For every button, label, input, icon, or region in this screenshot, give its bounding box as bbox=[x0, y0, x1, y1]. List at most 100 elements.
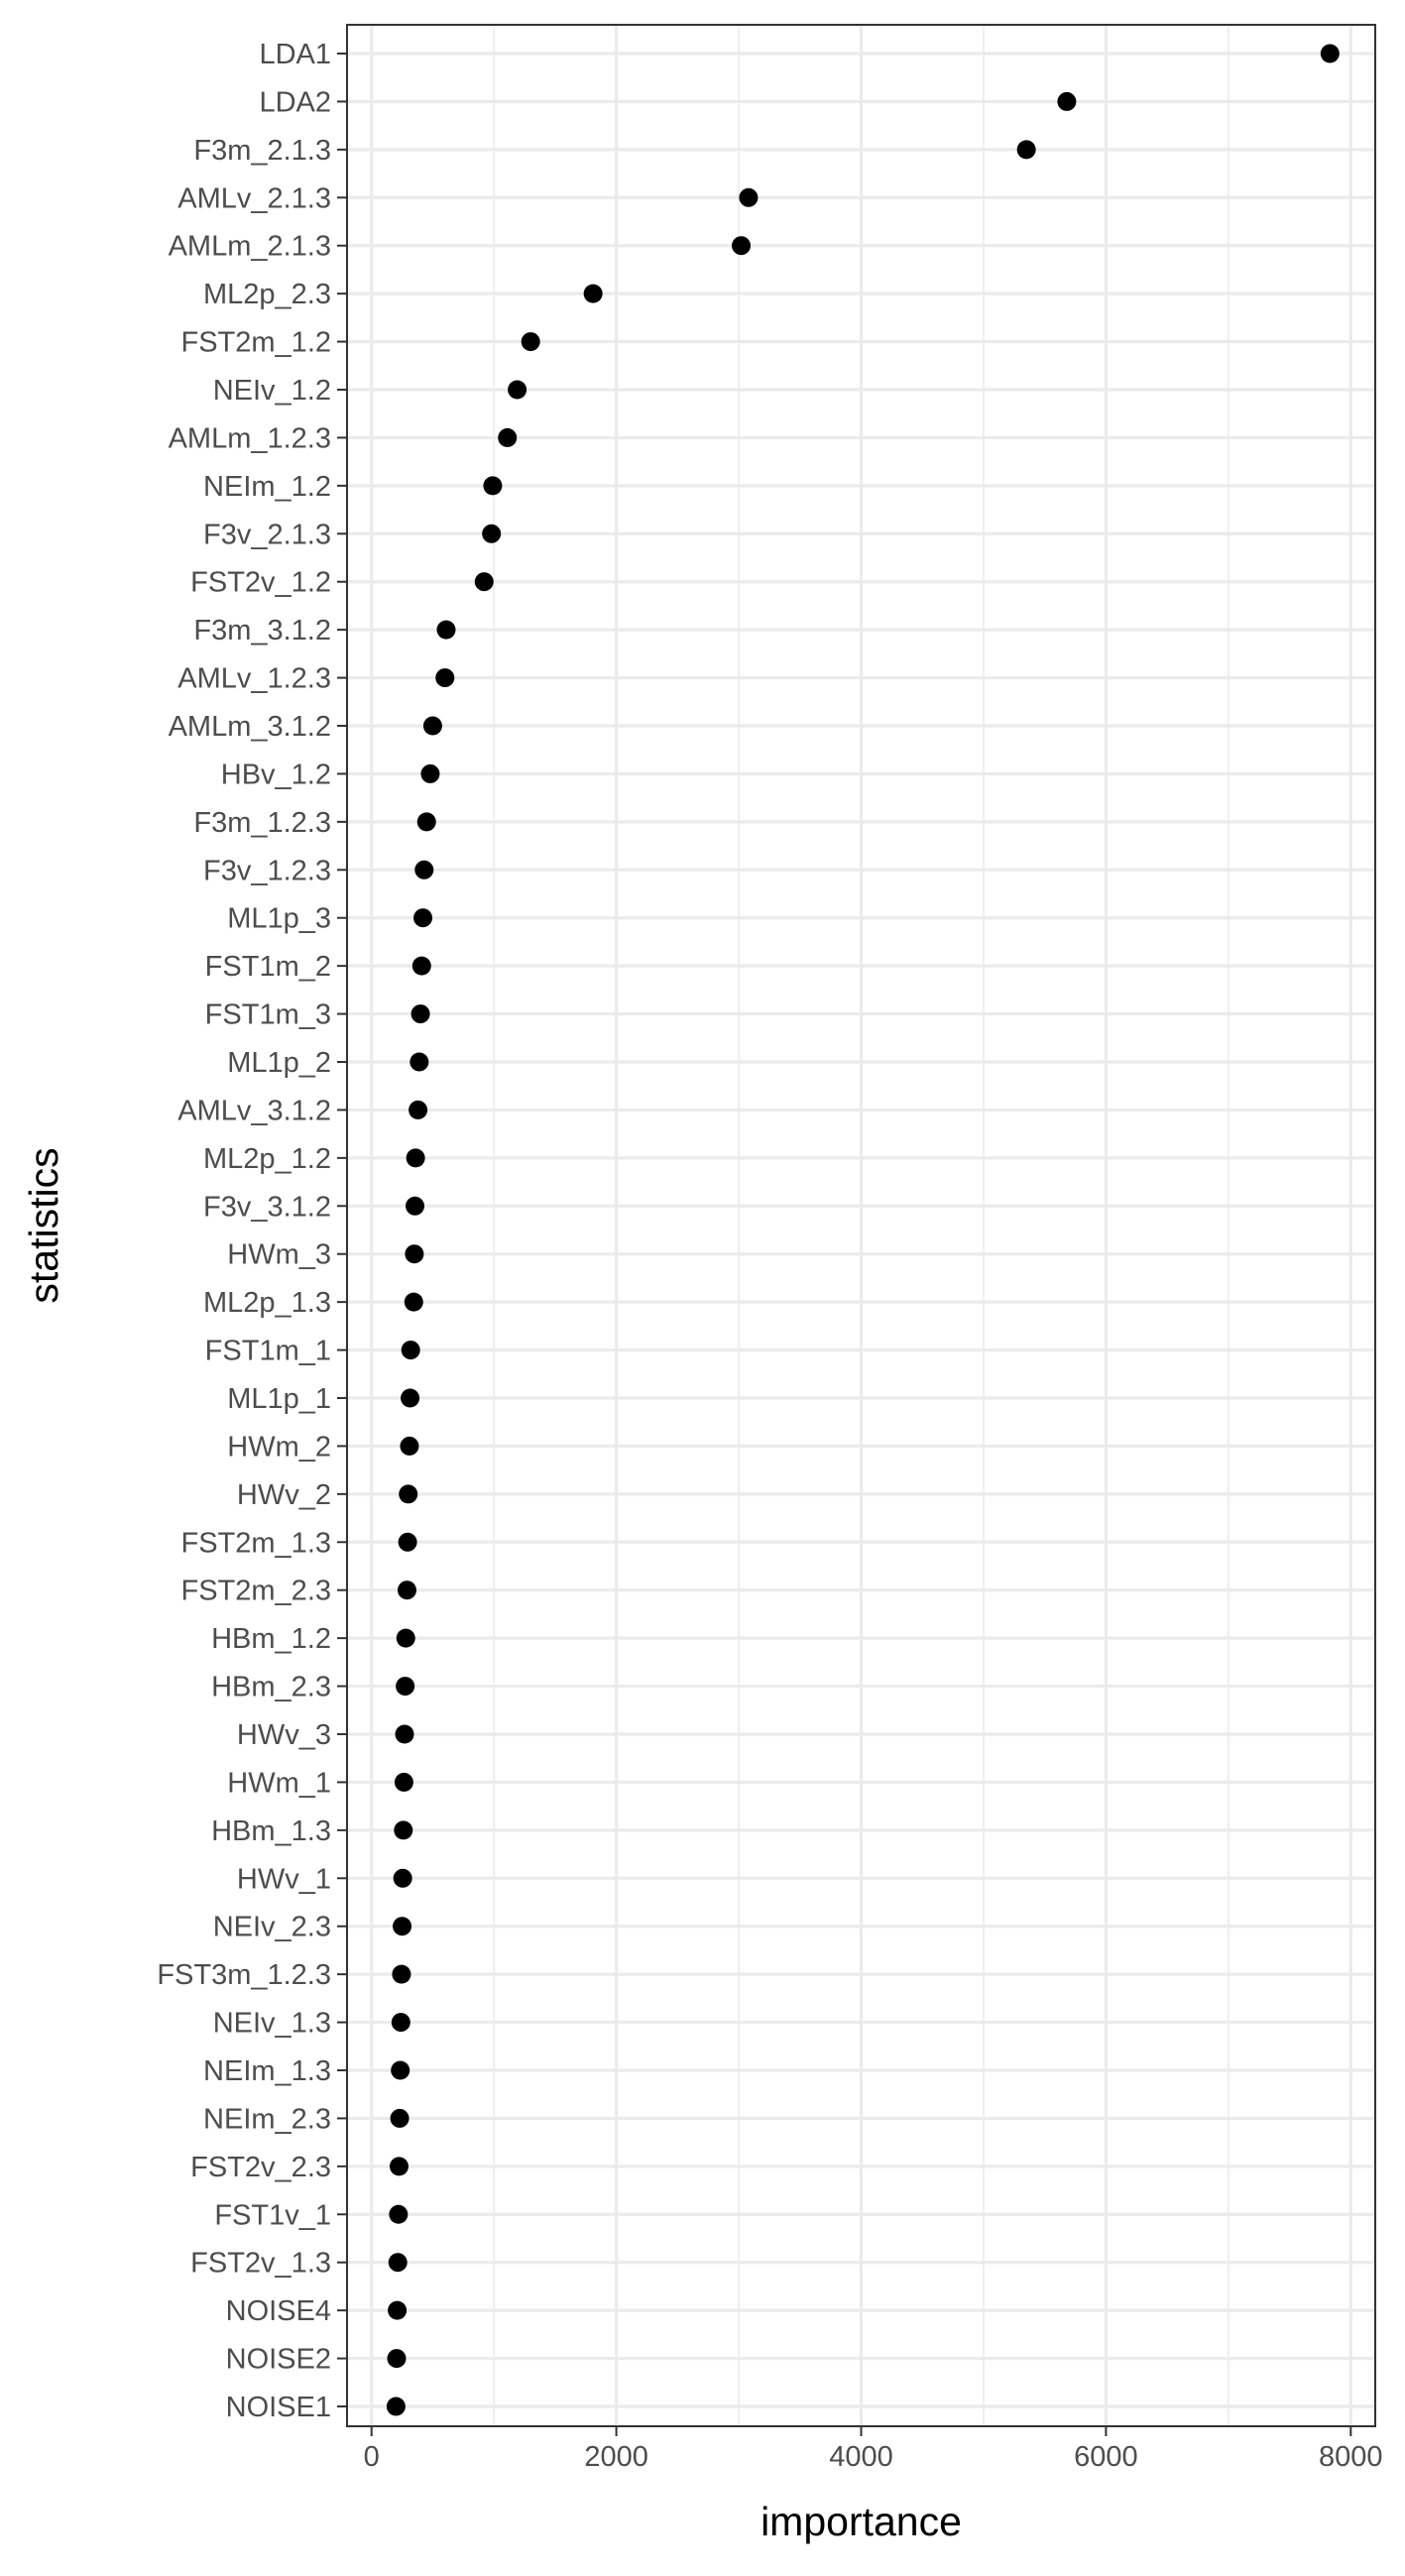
data-point bbox=[401, 1388, 420, 1408]
y-tick-label: AMLm_3.1.2 bbox=[169, 711, 331, 743]
y-tick-label: AMLm_1.2.3 bbox=[169, 422, 331, 454]
y-tick-label: NEIm_1.3 bbox=[203, 2055, 331, 2087]
x-tick-label: 4000 bbox=[829, 2441, 893, 2473]
x-axis-title: importance bbox=[761, 2499, 962, 2544]
y-tick-label: NOISE2 bbox=[226, 2344, 331, 2376]
data-point bbox=[391, 2060, 410, 2080]
y-tick-label: NEIm_2.3 bbox=[203, 2103, 331, 2135]
y-tick-label: NEIv_1.3 bbox=[213, 2008, 331, 2040]
x-tick-label: 2000 bbox=[584, 2441, 648, 2473]
data-point bbox=[508, 380, 527, 400]
y-axis-title: statistics bbox=[21, 1147, 66, 1303]
data-point bbox=[521, 332, 540, 352]
data-point bbox=[396, 1677, 415, 1697]
y-tick-label: FST1m_1 bbox=[205, 1336, 331, 1367]
data-point bbox=[420, 763, 440, 783]
y-tick-label: ML2p_1.3 bbox=[203, 1287, 331, 1319]
data-point bbox=[482, 524, 502, 543]
data-point bbox=[413, 908, 433, 928]
y-tick-label: AMLv_2.1.3 bbox=[177, 182, 331, 214]
y-tick-label: AMLv_1.2.3 bbox=[177, 663, 331, 695]
data-point bbox=[406, 1148, 425, 1168]
y-tick-label: FST2m_1.3 bbox=[181, 1527, 332, 1559]
data-point bbox=[401, 1341, 420, 1360]
data-point bbox=[409, 1100, 428, 1119]
x-axis: 0 2000 4000 6000 8000 bbox=[364, 2426, 1383, 2473]
data-point bbox=[396, 1628, 415, 1648]
y-tick-label: HBm_1.3 bbox=[211, 1815, 331, 1847]
data-point bbox=[386, 2397, 406, 2416]
y-tick-label: AMLv_3.1.2 bbox=[177, 1095, 331, 1126]
y-tick-label: F3v_3.1.2 bbox=[203, 1191, 331, 1223]
y-tick-label: NOISE1 bbox=[226, 2392, 331, 2423]
y-tick-label: ML1p_2 bbox=[227, 1047, 331, 1079]
y-tick-label: HWv_2 bbox=[237, 1479, 331, 1511]
y-tick-label: F3v_1.2.3 bbox=[203, 855, 331, 886]
data-point bbox=[583, 284, 603, 303]
data-point bbox=[393, 1917, 412, 1936]
y-axis: LDA1 LDA2 F3m_2.1.3 AMLv_2.1.3 AMLm_2.1.3 ML2… bbox=[157, 39, 347, 2423]
data-point bbox=[404, 1292, 423, 1312]
data-point bbox=[400, 1436, 419, 1456]
data-point bbox=[398, 1532, 417, 1552]
data-point bbox=[739, 187, 759, 207]
y-tick-label: FST1v_1 bbox=[214, 2199, 331, 2231]
data-point bbox=[387, 2349, 407, 2369]
y-tick-label: FST1m_3 bbox=[205, 999, 331, 1031]
y-tick-label: ML2p_2.3 bbox=[203, 279, 331, 310]
data-point bbox=[388, 2253, 408, 2273]
data-point bbox=[435, 668, 455, 688]
data-point bbox=[1320, 44, 1340, 63]
data-point bbox=[410, 1052, 429, 1072]
data-point bbox=[414, 860, 434, 879]
data-point bbox=[388, 2300, 408, 2320]
data-point bbox=[393, 1868, 412, 1888]
data-point bbox=[394, 1820, 413, 1840]
y-tick-label: FST2v_1.2 bbox=[190, 567, 331, 599]
y-tick-label: AMLm_2.1.3 bbox=[169, 231, 331, 263]
data-point bbox=[405, 1244, 424, 1264]
data-point bbox=[416, 812, 436, 832]
x-tick-label: 6000 bbox=[1074, 2441, 1138, 2473]
y-tick-label: F3m_2.1.3 bbox=[193, 135, 331, 167]
y-tick-label: FST1m_2 bbox=[205, 951, 331, 983]
data-point bbox=[422, 716, 442, 736]
y-tick-label: LDA1 bbox=[259, 39, 331, 70]
y-tick-label: NEIv_1.2 bbox=[213, 375, 331, 407]
y-tick-label: LDA2 bbox=[259, 86, 331, 118]
y-tick-label: ML1p_1 bbox=[227, 1383, 331, 1415]
data-point bbox=[389, 2204, 409, 2224]
y-tick-label: HBv_1.2 bbox=[221, 759, 331, 790]
y-tick-label: HBm_1.2 bbox=[211, 1623, 331, 1655]
data-point bbox=[392, 1964, 411, 1984]
y-tick-label: NOISE4 bbox=[226, 2295, 331, 2327]
data-point bbox=[394, 1772, 413, 1792]
data-point bbox=[1057, 91, 1077, 111]
y-tick-label: HWm_2 bbox=[227, 1431, 331, 1463]
y-tick-label: FST2m_1.2 bbox=[181, 327, 332, 359]
y-tick-label: HWv_1 bbox=[237, 1863, 331, 1895]
y-tick-label: FST2m_2.3 bbox=[181, 1576, 332, 1607]
data-point bbox=[498, 427, 518, 447]
data-point bbox=[391, 2013, 410, 2033]
y-tick-label: FST2v_2.3 bbox=[190, 2152, 331, 2183]
data-point bbox=[406, 1196, 425, 1216]
data-point bbox=[1016, 140, 1036, 160]
data-point bbox=[411, 956, 431, 976]
data-point bbox=[395, 1724, 414, 1744]
data-point bbox=[436, 620, 456, 640]
data-points bbox=[386, 44, 1340, 2416]
x-tick-label: 0 bbox=[364, 2441, 380, 2473]
data-point bbox=[483, 476, 503, 496]
data-point bbox=[474, 572, 494, 592]
y-tick-label: F3v_2.1.3 bbox=[203, 519, 331, 550]
y-tick-label: F3m_3.1.2 bbox=[193, 615, 331, 646]
y-tick-label: NEIv_2.3 bbox=[213, 1912, 331, 1943]
data-point bbox=[399, 1484, 418, 1504]
y-tick-label: HWv_3 bbox=[237, 1719, 331, 1751]
y-tick-label: ML1p_3 bbox=[227, 903, 331, 935]
x-tick-label: 8000 bbox=[1319, 2441, 1383, 2473]
data-point bbox=[397, 1581, 416, 1600]
y-tick-label: ML2p_1.2 bbox=[203, 1143, 331, 1175]
